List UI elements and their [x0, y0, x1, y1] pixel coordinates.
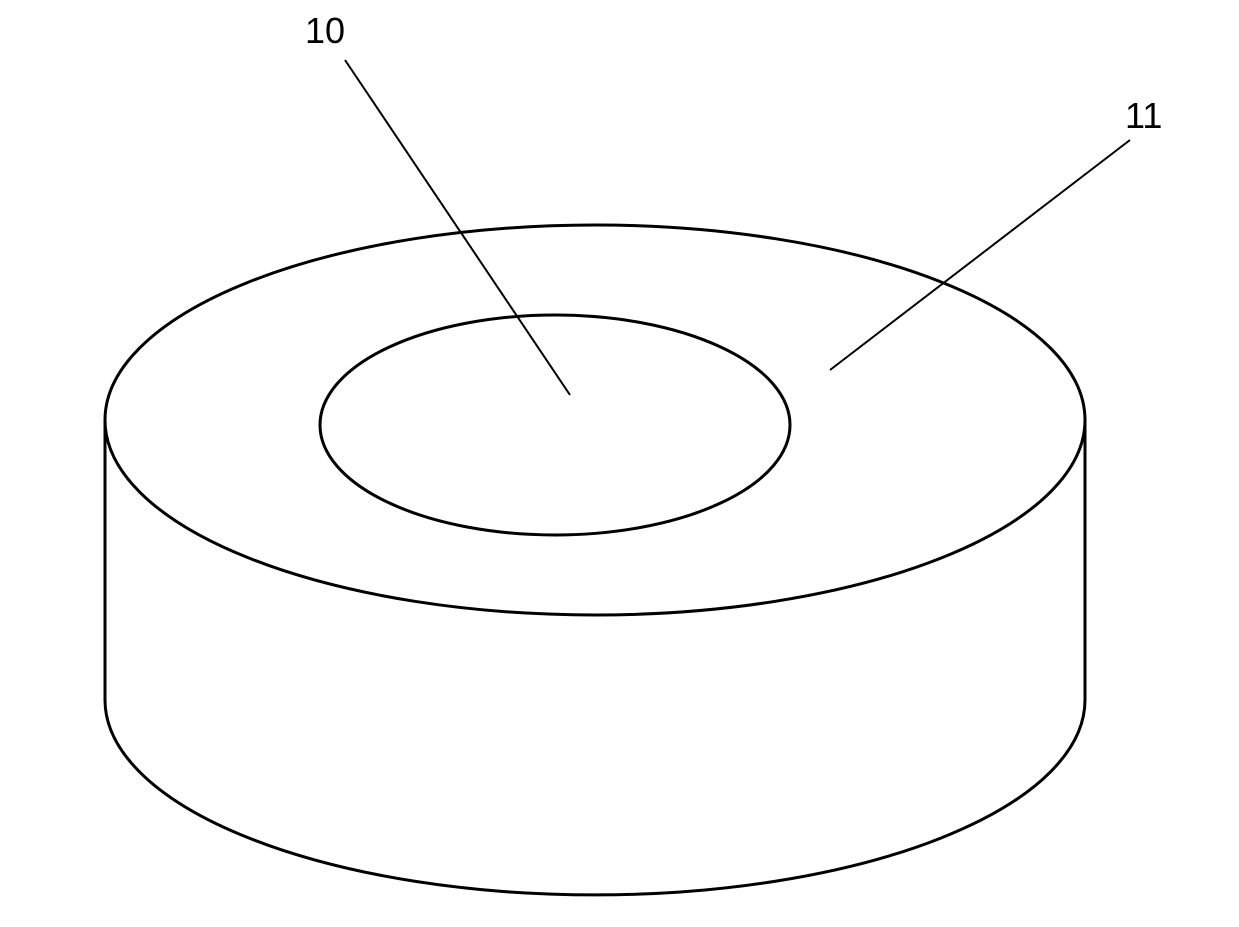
inner-ellipse: [320, 315, 790, 535]
label-10: 10: [305, 10, 345, 52]
diagram-svg: [0, 0, 1239, 922]
leader-line-11: [830, 140, 1130, 370]
outer-top-ellipse: [105, 225, 1085, 615]
technical-diagram: 10 11: [0, 0, 1239, 922]
outer-bottom-arc: [105, 700, 1085, 895]
label-11: 11: [1125, 95, 1162, 137]
